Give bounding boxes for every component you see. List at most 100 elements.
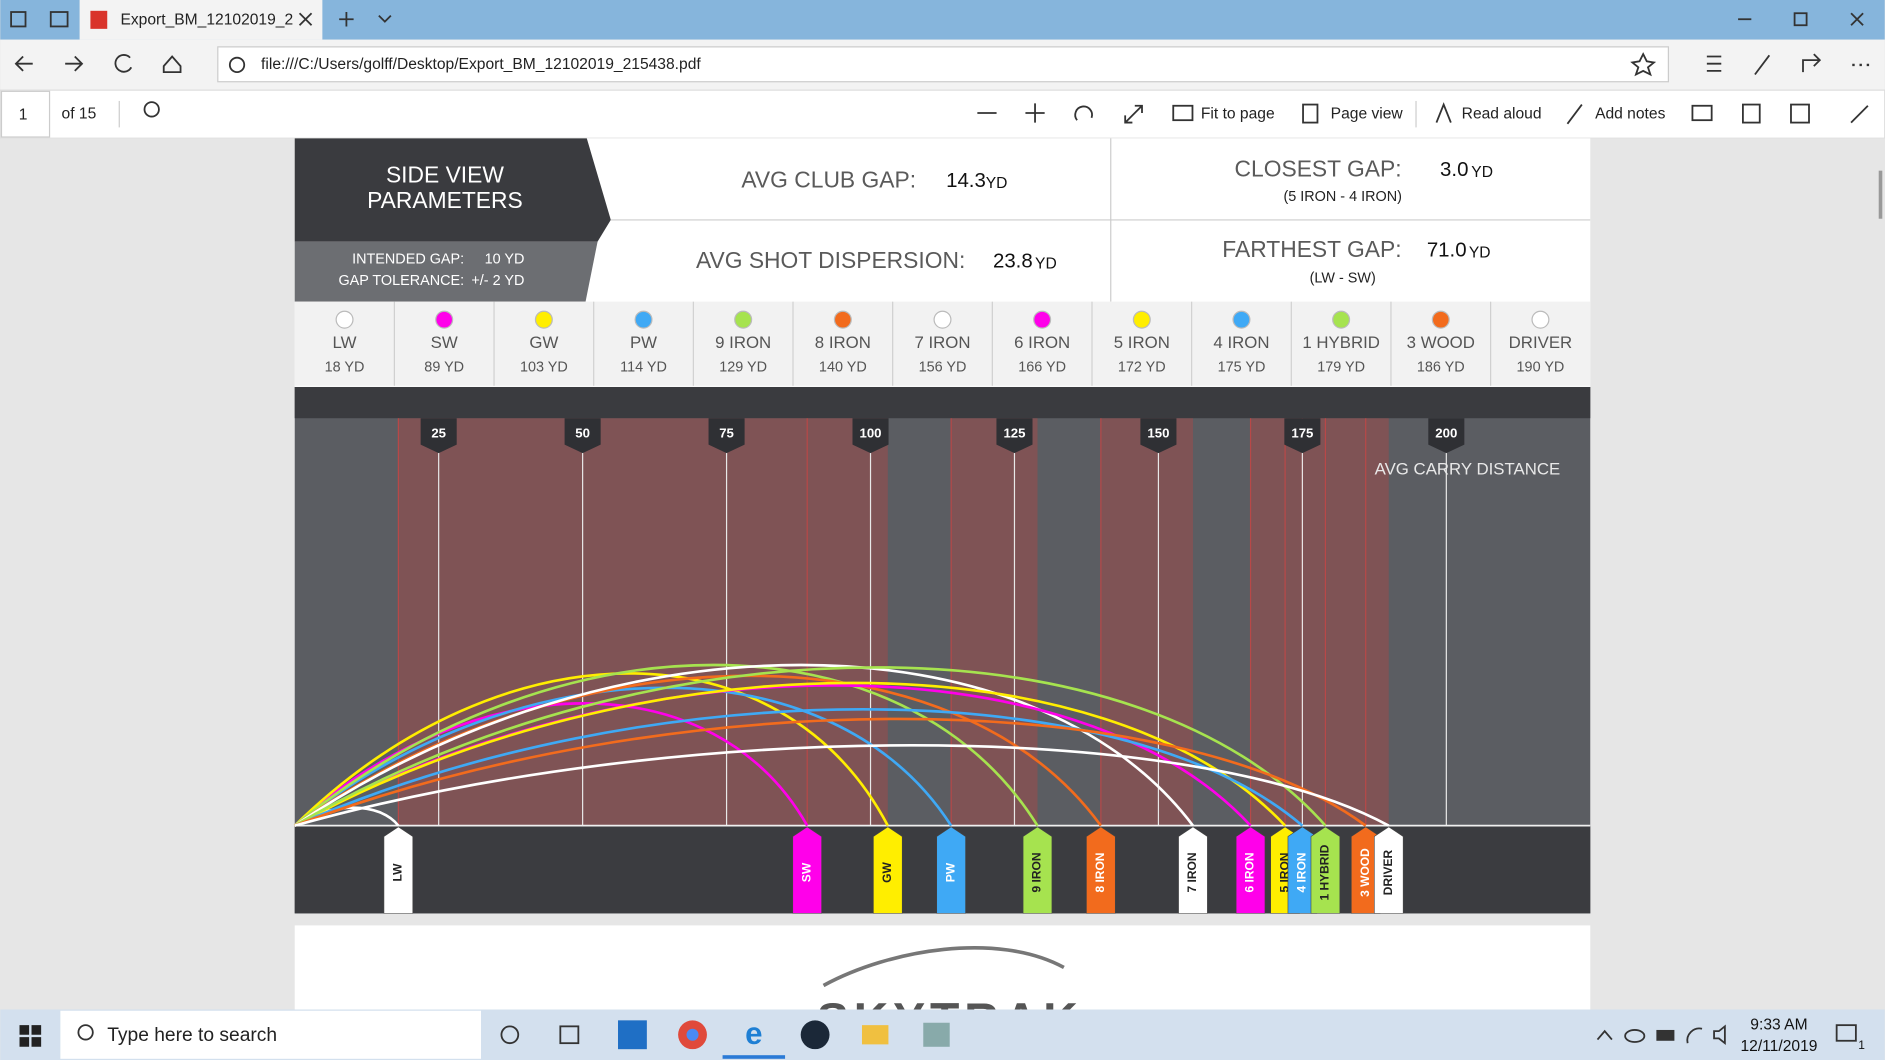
search-icon [77,1024,94,1041]
landing-tag-label: 6 IRON [1243,853,1257,893]
url: file:///C:/Users/golff/Desktop/Export_BM… [261,56,701,73]
pin-toolbar[interactable] [1850,105,1869,124]
club-carry: 129 YD [719,360,767,376]
page-input[interactable] [0,90,51,138]
landing-tag [1178,826,1208,914]
onedrive[interactable] [1624,1029,1646,1043]
address-box[interactable] [217,46,1669,83]
back[interactable] [14,55,33,72]
club-carry: 172 YD [1118,360,1166,376]
set-aside[interactable] [49,11,69,28]
logo-swoosh [822,946,1065,988]
steam[interactable] [800,1020,830,1050]
rotate[interactable] [1074,105,1093,121]
trajectory [294,681,1287,827]
logo: SKYTRAK [817,994,1083,1048]
tick-marker [996,418,1033,454]
club-name: 4 IRON [1213,333,1269,352]
favorite[interactable] [1630,52,1657,77]
close-window[interactable] [1850,12,1864,26]
add-notes[interactable]: Add notes [1595,105,1665,122]
stat-label: AVG SHOT DISPERSION: [696,247,965,273]
web-note[interactable] [1754,54,1771,76]
explorer[interactable] [861,1025,889,1045]
fit-to-page[interactable]: Fit to page [1201,105,1275,122]
volume[interactable] [1713,1024,1726,1046]
refresh[interactable] [114,54,133,73]
tick-marker [708,418,745,454]
task-view[interactable] [559,1025,580,1045]
active-tab[interactable] [79,0,323,40]
pdf-icon [90,10,108,29]
full-screen[interactable] [1124,104,1143,124]
start[interactable] [19,1025,42,1047]
info-icon[interactable] [228,56,246,74]
stat-clubs: (LW - SW) [1310,271,1376,287]
forward[interactable] [65,55,84,72]
battery[interactable] [1656,1029,1675,1041]
action-center[interactable] [1835,1024,1857,1042]
club-carry: 89 YD [424,360,464,376]
tick-marker [1428,418,1465,454]
tray-expand[interactable] [1596,1029,1613,1041]
trajectory [294,744,1390,827]
close-tab[interactable] [298,12,313,26]
landing-tag [1235,826,1266,914]
header-parameters [294,241,598,302]
search-box[interactable] [60,1010,482,1059]
read-aloud-icon[interactable] [1435,102,1452,123]
pdf-viewport: SIDE VIEW PARAMETERS INTENDED GAP: 10 YD… [0,138,1885,1048]
edge[interactable]: e [745,1016,762,1051]
landing-tag-label: 9 IRON [1030,853,1044,893]
trajectory [294,717,1367,827]
read-aloud[interactable]: Read aloud [1462,105,1542,122]
scrollbar[interactable] [1878,170,1883,219]
club-carry: 166 YD [1018,360,1066,376]
restore[interactable] [1793,12,1808,27]
tab-menu[interactable] [10,11,27,28]
stat-label: AVG CLUB GAP: [741,167,916,193]
zoom-in[interactable] [1025,103,1045,123]
clock-date[interactable]: 12/11/2019 [1740,1038,1817,1055]
landing-tag-label: 7 IRON [1185,853,1199,893]
add-notes-icon[interactable] [1566,104,1583,125]
gap-band [1302,418,1326,826]
wifi[interactable] [1686,1027,1703,1044]
tab-list[interactable] [378,14,392,23]
club-color-dot [1033,310,1052,329]
page-view[interactable]: Page view [1331,105,1404,122]
club-carry: 140 YD [819,360,867,376]
landing-tag-label: SW [799,862,813,882]
new-tab[interactable] [339,12,354,27]
trajectory [294,666,1327,827]
landing-tag-label: 4 IRON [1295,853,1309,893]
club-carry: 175 YD [1218,360,1266,376]
club-name: SW [431,333,458,352]
intended-gap-value: 10 YD [485,251,525,267]
tick-label: 100 [860,425,882,440]
stat-label: CLOSEST GAP: [1235,156,1402,182]
app-icon[interactable] [618,1020,647,1050]
club-name: 7 IRON [914,333,970,352]
trajectory [293,702,809,827]
club-color-dot [1431,310,1450,329]
favorites-hub[interactable] [1706,55,1722,72]
home[interactable] [162,55,182,74]
page-view-icon[interactable] [1302,103,1319,124]
tick-label: 175 [1291,425,1313,440]
fit-icon[interactable] [1172,104,1194,122]
tick-label: 50 [575,425,590,440]
print[interactable] [1691,104,1713,122]
share[interactable] [1802,53,1822,73]
save-as[interactable] [1790,103,1810,124]
save[interactable] [1742,103,1761,124]
search-pdf[interactable] [143,101,160,118]
paint[interactable] [923,1022,950,1047]
cortana[interactable] [500,1025,520,1045]
report-title: PARAMETERS [367,187,523,213]
clock-time[interactable]: 9:33 AM [1750,1016,1807,1033]
stat-value: 3.0 [1440,159,1468,181]
stat-unit: YD [986,175,1008,192]
landing-tag [936,826,966,914]
